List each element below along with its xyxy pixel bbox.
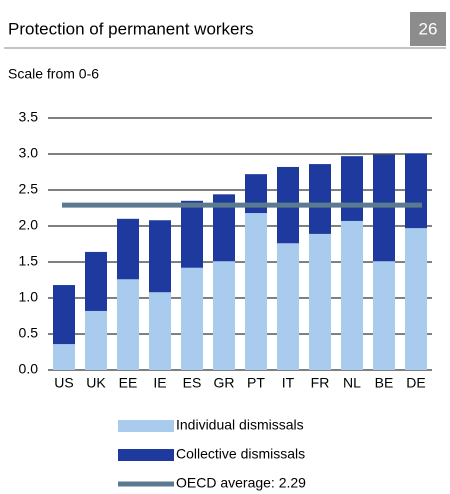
y-tick-label: 1.5 <box>19 253 39 269</box>
legend-label: Individual dismissals <box>176 417 304 433</box>
x-tick-label: DE <box>406 375 425 391</box>
bar-segment <box>117 218 139 280</box>
y-tick-label: 3.5 <box>19 109 39 125</box>
x-tick-label: GR <box>214 375 235 391</box>
legend-swatch <box>118 449 174 461</box>
bar-segment <box>149 220 171 293</box>
x-tick-label: EE <box>119 375 138 391</box>
bar-segment <box>405 153 427 229</box>
bar-segment <box>213 261 235 370</box>
x-tick-label: IE <box>153 375 166 391</box>
bar-segment <box>373 261 395 370</box>
x-tick-label: NL <box>343 375 361 391</box>
bar-segment <box>277 243 299 370</box>
bar-segment <box>181 200 203 268</box>
legend-swatch <box>118 420 174 432</box>
y-tick-label: 0.0 <box>19 361 39 377</box>
page-number: 26 <box>419 19 438 38</box>
x-tick-label: US <box>54 375 73 391</box>
y-tick-label: 2.5 <box>19 181 39 197</box>
bar-segment <box>373 154 395 262</box>
bar-segment <box>53 285 75 345</box>
legend-label: OECD average: 2.29 <box>176 475 306 491</box>
y-tick-label: 3.0 <box>19 145 39 161</box>
bar-segment <box>149 292 171 370</box>
x-tick-label: IT <box>282 375 295 391</box>
bar-segment <box>341 220 363 370</box>
legend-label: Collective dismissals <box>176 446 305 462</box>
x-tick-label: UK <box>86 375 106 391</box>
bar-segment <box>341 156 363 221</box>
bar-segment <box>213 194 235 262</box>
bar-segment <box>181 267 203 370</box>
bar-segment <box>309 164 331 234</box>
bar-segment <box>117 279 139 370</box>
x-tick-label: ES <box>183 375 202 391</box>
bar-segment <box>53 344 75 370</box>
y-tick-label: 1.0 <box>19 289 39 305</box>
bar-segment <box>245 213 267 370</box>
bar-segment <box>309 233 331 370</box>
bar-segment <box>405 228 427 370</box>
bar-segment <box>85 310 107 370</box>
chart-title: Protection of permanent workers <box>8 19 254 38</box>
x-tick-label: BE <box>375 375 394 391</box>
y-tick-label: 0.5 <box>19 325 39 341</box>
page-number-box <box>410 12 446 46</box>
bar-segment <box>85 251 107 311</box>
y-tick-label: 2.0 <box>19 217 39 233</box>
x-tick-label: FR <box>311 375 330 391</box>
x-tick-label: PT <box>247 375 265 391</box>
chart-subtitle: Scale from 0-6 <box>8 66 99 82</box>
